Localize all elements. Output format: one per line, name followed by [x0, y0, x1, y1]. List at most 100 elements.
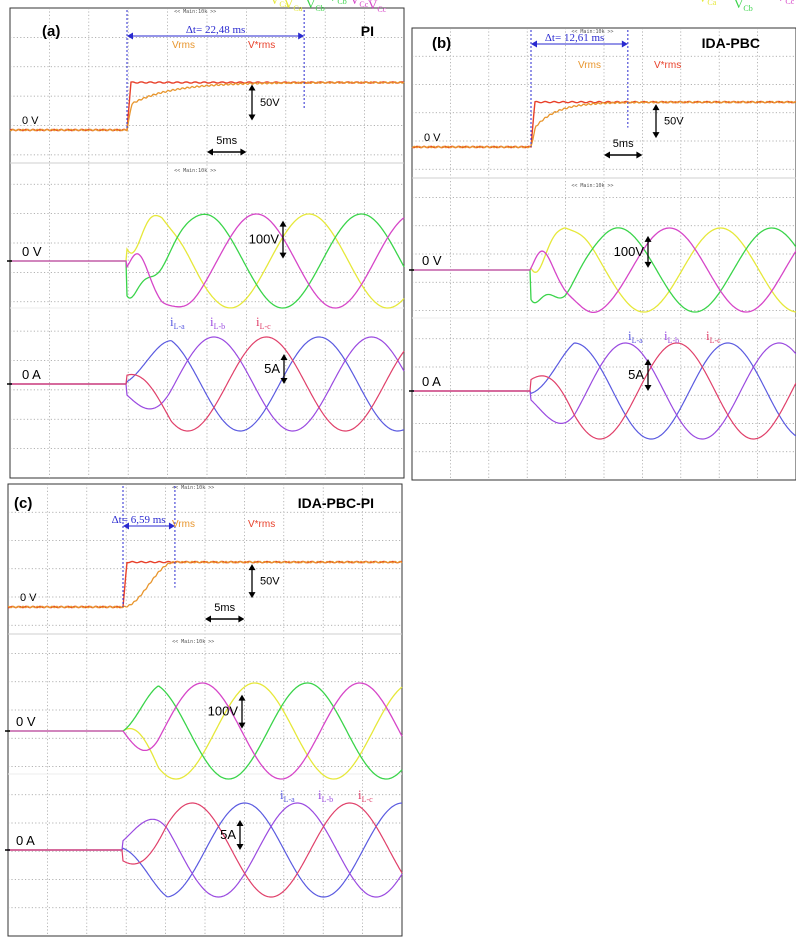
scope-timebase-text: << Main:10k >> — [174, 9, 216, 15]
ilc-trace — [8, 802, 403, 898]
current-scale-arrow-head-top — [644, 359, 652, 365]
label-ila-main: i — [628, 328, 632, 343]
label-ila-sub: L-a — [632, 336, 644, 345]
label-ilb: iL-b — [210, 314, 225, 331]
rms-scale-arrow-head-top — [248, 564, 256, 571]
time-scale-arrow-head-left — [604, 151, 610, 159]
label-ilc: iL-c — [706, 328, 721, 345]
current-scale-arrow-head-top — [236, 820, 244, 826]
settling-time-label: Δt= 22,48 ms — [186, 24, 245, 36]
label-vcb-main: V — [306, 0, 316, 11]
current-scale-label: 5A — [220, 827, 236, 842]
vrms-trace — [411, 100, 796, 149]
rms-zero-label: 0 V — [424, 132, 441, 144]
label-ilc-main: i — [256, 314, 260, 329]
voltage-zero-label: 0 V — [22, 244, 42, 259]
legend-vrms: Vrms — [172, 40, 195, 51]
settling-time-arrow-head-left — [123, 522, 129, 530]
voltage-scale-arrow — [644, 235, 652, 268]
panel-label: (a) — [42, 23, 60, 40]
controller-title: IDA-PBC — [702, 35, 760, 51]
voltage-scale-arrow — [238, 694, 246, 729]
scope-timebase-text: << Main:10k >> — [172, 485, 214, 491]
label-ilb: iL-b — [664, 328, 679, 345]
label-ilc: iL-c — [256, 314, 271, 331]
voltage-scale-arrow — [279, 220, 287, 259]
label-ila-sub: L-a — [284, 795, 296, 804]
settling-time-arrow — [127, 32, 305, 40]
voltage-scale-label: 100V — [249, 232, 280, 247]
time-scale-arrow-head-left — [207, 148, 213, 156]
label-vcc: VCc — [776, 0, 795, 6]
rms-scale-label: 50V — [260, 97, 280, 109]
voltage-zero-label: 0 V — [422, 253, 442, 268]
label-vcc-sub: Cc — [377, 5, 386, 14]
current-scale-arrow-head-bottom — [280, 378, 288, 384]
voltage-scale-arrow-head-top — [279, 220, 287, 227]
label-ilc-sub: L-c — [710, 336, 722, 345]
voltage-zero-label: 0 V — [16, 714, 36, 729]
settling-time-arrow-head-left — [531, 40, 537, 48]
panel-a: << Main:10k >> << Main:10k >> 0 V 50V 5ms Δt=… — [7, 0, 405, 479]
current-scale-arrow-head-bottom — [236, 844, 244, 850]
rms-scale-arrow-head-bottom — [248, 114, 256, 121]
label-vca: VCa — [284, 0, 303, 13]
label-vcc-sub: Cc — [359, 0, 368, 9]
rms-scale-arrow — [248, 84, 256, 121]
label-vca-main: V — [284, 0, 294, 11]
rms-scale-arrow — [652, 104, 660, 139]
label-vcb-sub: Cb — [743, 4, 752, 13]
voltage-scale-arrow-head-top — [238, 694, 246, 701]
label-ila: iL-a — [170, 314, 185, 331]
label-ilb-sub: L-b — [668, 336, 680, 345]
label-ilc-main: i — [358, 787, 362, 802]
label-ilb-sub: L-b — [322, 795, 334, 804]
voltage-scale-arrow-head-bottom — [238, 722, 246, 729]
settling-time-arrow-head-right — [168, 522, 175, 530]
label-ila-main: i — [280, 787, 284, 802]
vcc-trace — [8, 682, 403, 780]
current-zero-label: 0 A — [422, 374, 441, 389]
time-scale-label: 5ms — [216, 135, 237, 147]
legend-vref: V*rms — [248, 40, 275, 51]
controller-title: PI — [361, 23, 374, 39]
legend-vref: V*rms — [654, 60, 681, 71]
current-scale-arrow-head-top — [280, 354, 288, 360]
label-vcc: VCc — [350, 0, 369, 9]
settling-time-arrow-head-right — [298, 32, 305, 40]
time-scale-arrow — [604, 151, 643, 159]
vcc-trace — [10, 213, 405, 309]
voltage-scale-label: 100V — [208, 704, 239, 719]
panel-label: (b) — [432, 35, 451, 52]
rms-scale-label: 50V — [664, 116, 684, 128]
label-vcb-sub: Cb — [337, 0, 346, 6]
label-ila-main: i — [170, 314, 174, 329]
label-vca-sub: Ca — [707, 0, 716, 7]
rms-scale-arrow-head-bottom — [652, 132, 660, 139]
panel-label: (c) — [14, 495, 32, 512]
label-vcb-sub: Cb — [315, 4, 324, 13]
label-vca-sub: Ca — [293, 4, 302, 13]
label-vcb-main: V — [734, 0, 744, 11]
controller-title: IDA-PBC-PI — [298, 495, 374, 511]
current-zero-label: 0 A — [22, 367, 41, 382]
settling-time-label: Δt= 6,59 ms — [112, 514, 166, 526]
scope-timebase-text: << Main:10k >> — [571, 183, 613, 189]
label-vca-main: V — [698, 0, 708, 5]
legend-vrms: Vrms — [172, 519, 195, 530]
settling-time-arrow-head-left — [127, 32, 133, 40]
label-ila: iL-a — [280, 787, 295, 804]
voltage-scale-arrow-head-top — [644, 235, 652, 242]
label-vcb-main: V — [328, 0, 338, 4]
label-ilc: iL-c — [358, 787, 373, 804]
vrms-trace — [7, 560, 403, 609]
label-ilc-main: i — [706, 328, 710, 343]
label-vca: VCa — [270, 0, 289, 9]
panel-b: << Main:10k >> << Main:10k >> 0 V 50V 5ms Δt=… — [409, 0, 796, 481]
time-scale-arrow — [205, 615, 245, 623]
label-vcc-sub: Cc — [785, 0, 794, 6]
settling-time-label: Δt= 12,61 ms — [545, 32, 604, 44]
label-ilb-main: i — [210, 314, 214, 329]
ilc-trace — [412, 342, 796, 440]
